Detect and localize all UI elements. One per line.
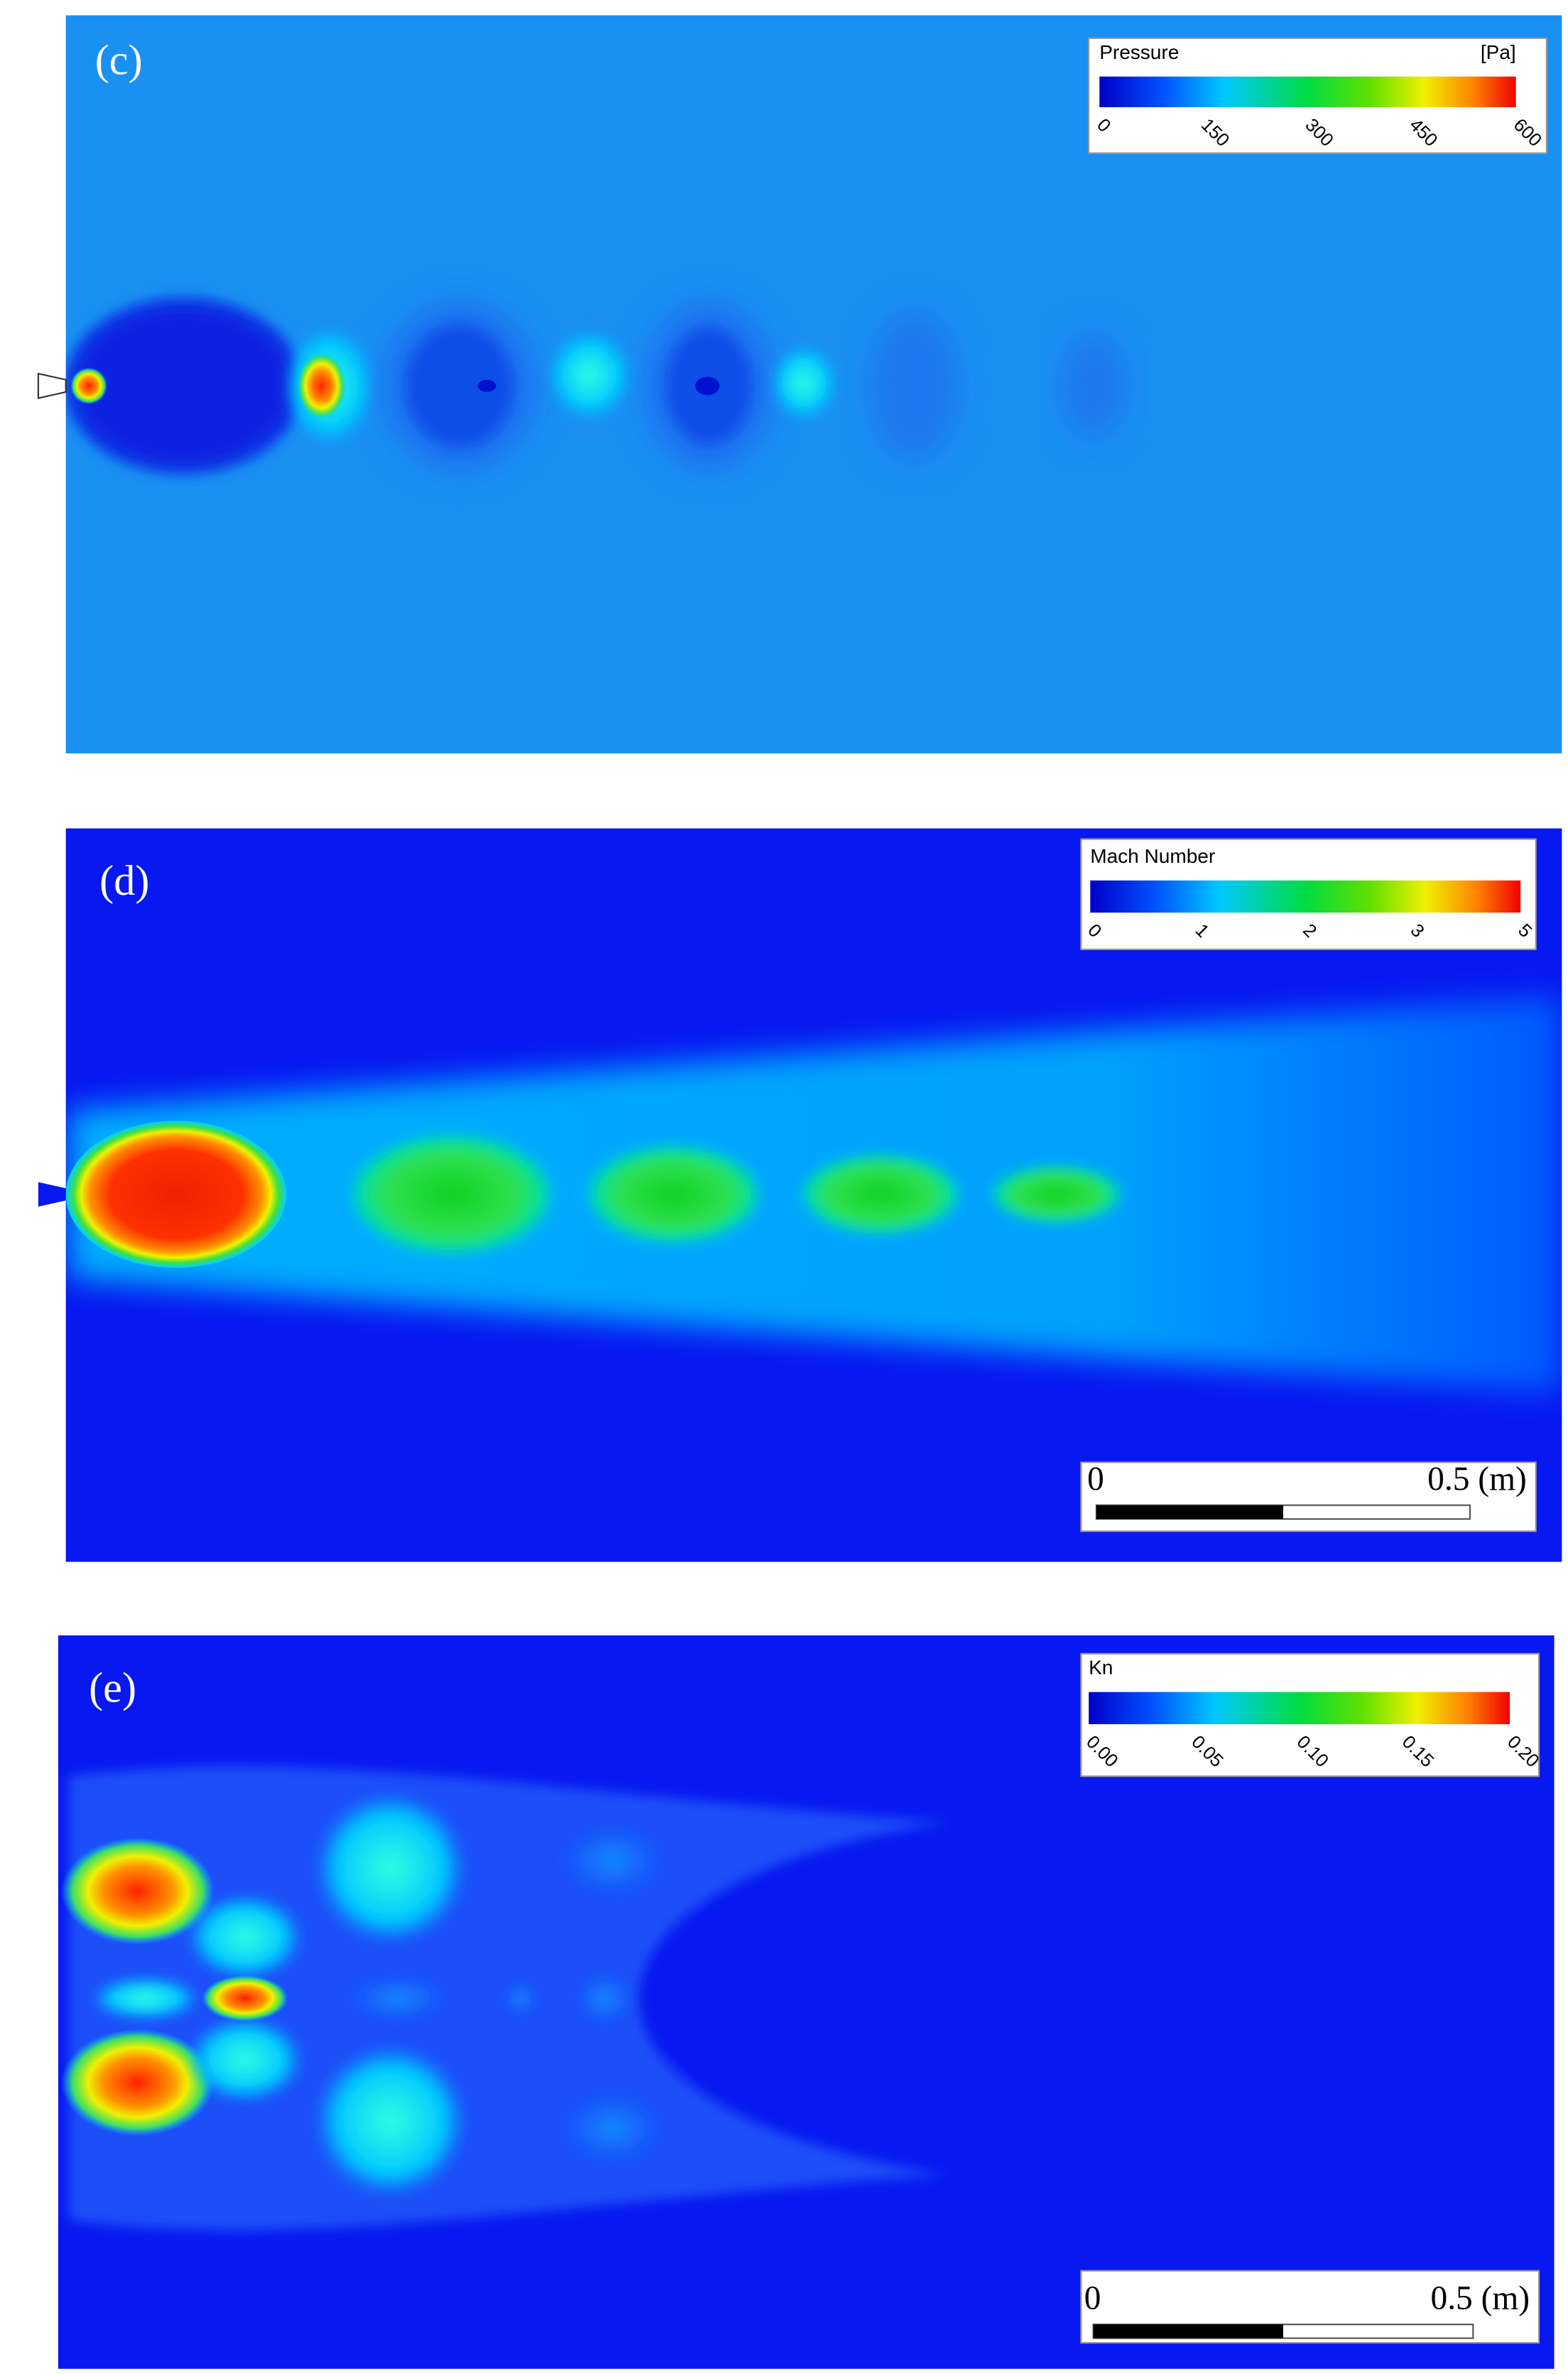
contour-blob (70, 367, 107, 405)
contour-blob (187, 1894, 303, 1981)
scale-bar-end: 0.5 (m) (1430, 2280, 1530, 2317)
colorbar (1089, 1692, 1510, 1724)
colorbar (1090, 880, 1521, 913)
contour-blob (76, 309, 291, 463)
scale-bar-start: 0 (1084, 2280, 1101, 2317)
panel-label: (c) (95, 36, 143, 84)
panel: (c) Pressure [Pa]0 150 300 450 600 (37, 15, 1562, 753)
scale-bar-fill (1096, 1505, 1283, 1519)
contour-blob (546, 329, 633, 421)
legend-title: Pressure (1099, 41, 1179, 63)
nozzle (37, 372, 67, 399)
legend-unit: [Pa] (1481, 41, 1516, 63)
contour-blob (695, 376, 720, 396)
contour-blob (502, 1980, 539, 2017)
contour-blob (344, 1973, 452, 2023)
colorbar (1099, 76, 1516, 107)
scale-bar-end: 0.5 (m) (1427, 1461, 1527, 1498)
contour-blob (61, 1837, 214, 1945)
contour-field (65, 297, 1127, 475)
legend-title: Kn (1089, 1657, 1113, 1679)
contour-blob (314, 2044, 467, 2198)
contour-blob (405, 325, 513, 447)
contour-blob (868, 309, 960, 463)
contour-blob (297, 352, 347, 420)
nozzle (38, 1182, 66, 1207)
contour-blob (187, 2016, 303, 2103)
contour-blob (61, 2029, 214, 2136)
panel-label: (e) (89, 1665, 136, 1712)
contour-blob (477, 379, 496, 392)
contour-blob (202, 1975, 288, 2022)
contour-blob (92, 1976, 200, 2020)
scale-bar-start: 0 (1087, 1461, 1104, 1498)
scale-bar-fill (1093, 2324, 1283, 2338)
contour-blob (559, 2090, 666, 2167)
contour-blob (582, 1142, 766, 1247)
contour-blob (559, 1822, 666, 1899)
panel: (e) Kn0.00 0.05 0.10 0.15 0.200 0.5 (m) (58, 1635, 1555, 2369)
contour-blob (65, 1121, 287, 1268)
contour-blob (796, 1151, 965, 1238)
contour-blob (1060, 332, 1127, 440)
contour-blob (344, 1130, 560, 1259)
contour-field (61, 1766, 949, 2231)
contour-blob (987, 1163, 1126, 1225)
panel-label: (d) (99, 857, 149, 905)
legend-title: Mach Number (1090, 845, 1215, 867)
contour-field (65, 995, 1562, 1394)
contour-blob (574, 1971, 636, 2026)
contour-blob (770, 344, 838, 421)
contour-blob (314, 1791, 467, 1945)
